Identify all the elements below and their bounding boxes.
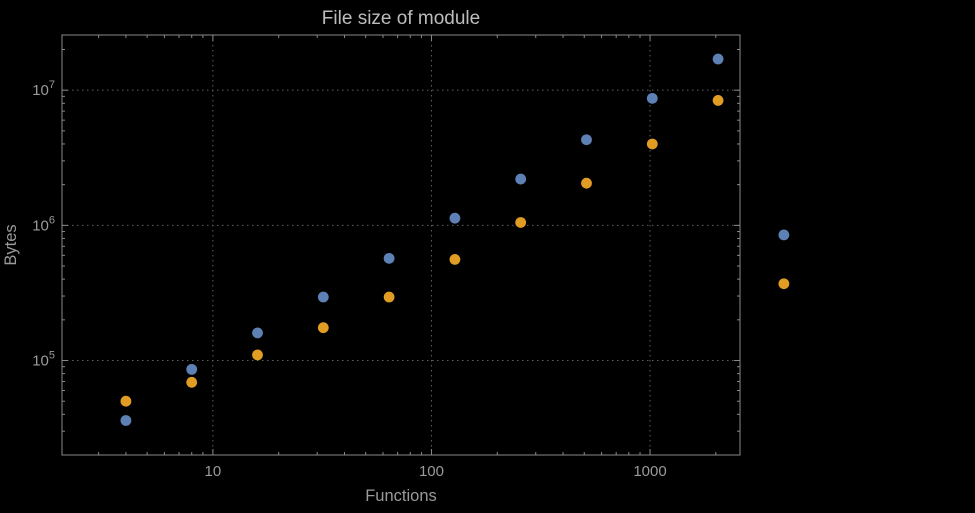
y-tick-label: 107 [32, 79, 55, 99]
data-point-series-2 [186, 376, 198, 388]
data-point-series-1 [449, 212, 461, 224]
data-point-series-1 [120, 415, 132, 426]
data-points [120, 53, 790, 426]
axis-ticks [62, 35, 740, 455]
data-point-series-1 [317, 291, 329, 303]
gridlines [62, 35, 740, 455]
data-point-series-1 [515, 173, 527, 185]
data-point-series-1 [186, 363, 198, 375]
data-point-series-2 [646, 138, 658, 150]
x-axis-label: Functions [365, 487, 437, 505]
plot-frame [61, 34, 741, 456]
data-point-series-1 [646, 92, 658, 104]
y-tick-label: 106 [32, 214, 55, 234]
y-tick-label: 105 [32, 350, 55, 370]
data-point-series-2 [515, 217, 527, 228]
data-point-series-2 [120, 395, 132, 407]
data-point-series-2 [317, 322, 329, 334]
data-point-series-1 [778, 229, 790, 241]
data-point-series-2 [712, 95, 724, 106]
data-point-series-1 [383, 252, 395, 264]
y-axis-label: Bytes [2, 224, 20, 265]
data-point-series-1 [712, 53, 724, 65]
data-point-series-2 [449, 253, 461, 265]
data-point-series-2 [252, 349, 263, 361]
x-tick-label: 100 [419, 463, 444, 480]
data-point-series-2 [581, 177, 592, 189]
data-point-series-1 [581, 134, 592, 146]
x-tick-label: 1000 [633, 463, 666, 480]
tick-labels: 10 100 1000 105 106 107 [32, 79, 667, 480]
data-point-series-2 [383, 291, 395, 303]
data-point-series-2 [778, 278, 790, 290]
x-tick-label: 10 [205, 463, 222, 480]
data-point-series-1 [252, 327, 263, 339]
chart-title: File size of module [322, 8, 480, 29]
